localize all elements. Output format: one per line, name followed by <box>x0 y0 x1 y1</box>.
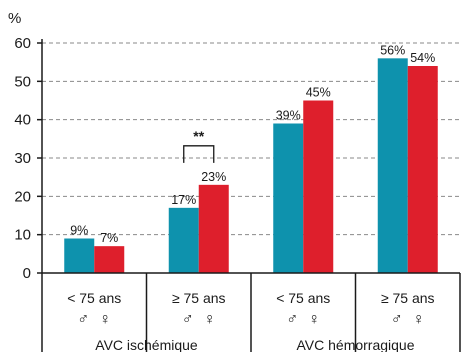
bar-value-label: 45% <box>306 86 331 100</box>
group-label: AVC ischémique <box>95 337 198 352</box>
group-label: AVC hémorragique <box>296 337 414 352</box>
bar-value-label: 7% <box>100 231 118 245</box>
y-tick-label: 0 <box>23 265 31 282</box>
bar <box>94 246 125 273</box>
bar-value-label: 9% <box>70 224 88 238</box>
y-tick-label: 50 <box>14 73 31 90</box>
female-symbol: ♀ <box>308 311 320 328</box>
bar <box>168 207 199 273</box>
x-category-label: < 75 ans <box>276 290 330 306</box>
female-symbol: ♀ <box>204 311 216 328</box>
bar-value-label: 54% <box>410 51 435 65</box>
significance-bracket <box>183 145 215 163</box>
bar <box>273 123 304 273</box>
x-axis: < 75 ans ♂ ♀ ≥ 75 ans ♂ ♀ < 75 ans ♂ ♀ ≥ 75 ans ♂ ♀… <box>41 39 461 352</box>
y-tick-label: 30 <box>14 150 31 167</box>
bar <box>64 238 95 273</box>
y-tick-label: 10 <box>14 227 31 244</box>
female-symbol: ♀ <box>413 311 425 328</box>
bar-value-label: 17% <box>171 193 196 207</box>
y-tick-label: 20 <box>14 188 31 205</box>
male-symbol: ♂ <box>391 311 403 328</box>
x-category-label: ≥ 75 ans <box>381 290 435 306</box>
bar <box>377 58 408 274</box>
male-symbol: ♂ <box>286 311 298 328</box>
female-symbol: ♀ <box>99 311 111 328</box>
male-symbol: ♂ <box>182 311 194 328</box>
y-tick-label: 60 <box>14 35 31 52</box>
y-tick-label: 40 <box>14 112 31 129</box>
significance-label: ** <box>193 128 204 144</box>
bar-value-label: 23% <box>201 170 226 184</box>
bars: 9% 7% 17% 23% 39% 45% 56% 54% <box>64 43 438 274</box>
male-symbol: ♂ <box>77 311 89 328</box>
bar <box>303 100 334 273</box>
x-category-label: ≥ 75 ans <box>172 290 226 306</box>
bar <box>407 66 438 273</box>
bar <box>198 184 229 273</box>
bar-value-label: 56% <box>380 43 405 57</box>
bar-value-label: 39% <box>276 109 301 123</box>
y-axis-label: % <box>8 10 21 27</box>
x-category-label: < 75 ans <box>67 290 121 306</box>
annotations: ** <box>183 128 215 163</box>
y-axis-ticks: 0 10 20 30 40 50 60 <box>14 35 42 282</box>
